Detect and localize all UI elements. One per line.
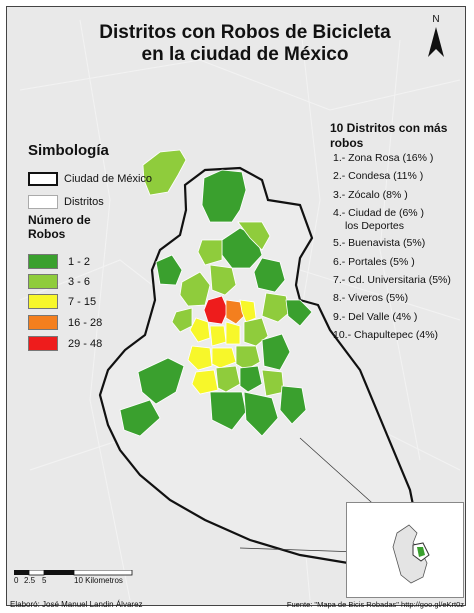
district-zona-rosa — [203, 295, 229, 325]
class-label: 16 - 28 — [68, 316, 103, 329]
class-row: 16 - 28 — [28, 315, 102, 330]
legend-districts: Distritos — [28, 195, 104, 209]
district-south-green-1 — [215, 365, 241, 393]
list-item: 9.- Del Valle (4% ) — [333, 310, 418, 323]
list-item: 6.- Portales (5% ) — [333, 255, 415, 268]
north-label: N — [432, 14, 440, 25]
map-title-line2: en la ciudad de México — [141, 44, 349, 65]
north-arrow: N — [424, 14, 448, 64]
district-east-north — [253, 257, 286, 293]
district-south-2 — [243, 391, 279, 437]
class-label: 7 - 15 — [68, 295, 97, 308]
district-center-green-2 — [171, 307, 193, 333]
class-swatch — [28, 294, 58, 309]
scale-tick: 10 Kilometros — [74, 576, 123, 585]
list-item: 4.- Ciudad de (6% ) los Deportes — [333, 207, 451, 237]
class-row: 29 - 48 — [28, 336, 102, 351]
legend-title: Simbología — [28, 142, 109, 159]
classes-title: Número de Robos — [28, 213, 91, 241]
list-item: 8.- Viveros (5%) — [333, 292, 409, 305]
locator-map — [347, 503, 463, 597]
scale-bar — [14, 570, 133, 576]
scale-tick: 5 — [42, 576, 47, 585]
list-item-line2: los Deportes — [345, 220, 404, 233]
class-swatch — [28, 274, 58, 289]
credit-author: Elaboró: José Manuel Landin Álvarez — [10, 600, 143, 609]
class-label: 29 - 48 — [68, 337, 103, 350]
district-zocalo — [239, 299, 257, 323]
district-condesa — [225, 299, 245, 325]
class-swatch — [28, 254, 58, 269]
district-south-green-2 — [239, 365, 263, 393]
legend-district-label: Distritos — [64, 196, 104, 208]
district-southeast-1 — [279, 385, 307, 425]
district-center-yellow-5 — [211, 347, 237, 369]
map-title: Distritos con Robos de Bicicleta en la c… — [70, 22, 420, 66]
district-east-3 — [261, 333, 291, 371]
class-label: 1 - 2 — [68, 255, 91, 268]
top10-title: 10 Distritos con más robos — [330, 121, 448, 150]
credit-source: Fuente: "Mapa de Bicis Robadas" http://g… — [286, 600, 464, 609]
district-south-1 — [209, 391, 247, 431]
class-row: 3 - 6 — [28, 274, 90, 289]
legend-city: Ciudad de México — [28, 172, 152, 186]
list-item: 5.- Buenavista (5%) — [333, 237, 426, 250]
district-center-yellow-4 — [187, 345, 213, 371]
class-swatch — [28, 336, 58, 351]
district-center-north — [209, 264, 237, 296]
district-southwest-1 — [137, 357, 185, 405]
class-label: 3 - 6 — [68, 275, 91, 288]
district-west-1 — [155, 254, 183, 286]
class-swatch — [28, 315, 58, 330]
list-item: 7.- Cd. Universitaria (5%) — [333, 273, 451, 286]
district-center-yellow-1 — [189, 317, 211, 343]
district-north-4 — [237, 221, 271, 251]
top10-list: 1.- Zona Rosa (16% ) 2.- Condesa (11% ) … — [333, 152, 451, 348]
class-row: 1 - 2 — [28, 254, 90, 269]
scale-tick: 2.5 — [24, 576, 36, 585]
district-center-west — [179, 271, 211, 307]
north-arrow-icon — [428, 27, 444, 57]
district-east-2 — [261, 292, 291, 323]
class-row: 7 - 15 — [28, 294, 96, 309]
district-center-yellow-3 — [225, 321, 241, 345]
list-item: 3.- Zócalo (8% ) — [333, 188, 408, 201]
district-north-1 — [201, 169, 247, 223]
district-north-3 — [197, 239, 223, 266]
scale-tick: 0 — [14, 576, 19, 585]
district-cd-universitaria — [191, 369, 219, 395]
list-item: 1.- Zona Rosa (16% ) — [333, 152, 434, 164]
city-outline-swatch — [28, 172, 58, 186]
district-center-green-3 — [235, 345, 261, 371]
district-swatch — [28, 195, 58, 209]
district-northwest-pocket — [142, 149, 187, 196]
district-southeast-2 — [285, 299, 313, 327]
district-southwest-2 — [119, 399, 161, 437]
map-frame — [6, 6, 466, 606]
list-item-line1: 4.- Ciudad de (6% ) — [333, 207, 425, 220]
map-title-line1: Distritos con Robos de Bicicleta — [99, 22, 391, 43]
list-item: 2.- Condesa (11% ) — [333, 170, 424, 183]
legend-city-label: Ciudad de México — [64, 173, 153, 185]
list-item: 10.- Chapultepec (4%) — [333, 329, 439, 342]
locator-inset — [346, 502, 464, 598]
